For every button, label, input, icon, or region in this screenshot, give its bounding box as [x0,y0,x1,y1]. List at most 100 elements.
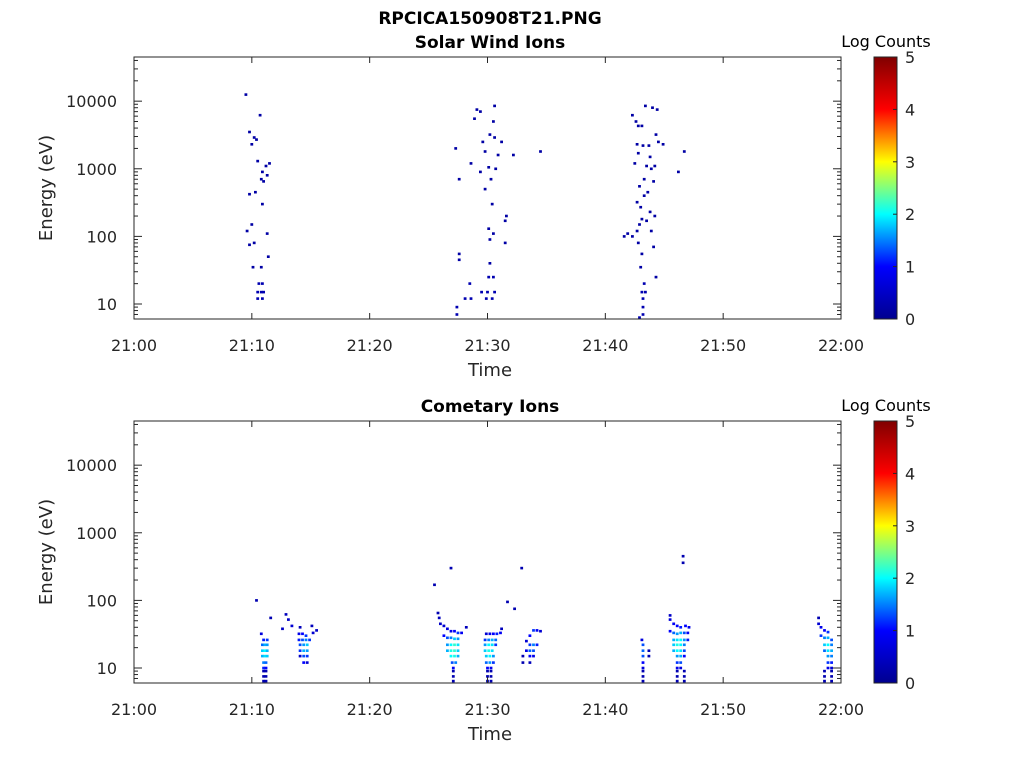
heatmap-cell [639,265,643,269]
heatmap-cell [682,669,686,673]
heatmap-cell [532,649,535,652]
heatmap-cell [464,626,468,629]
heatmap-cell [679,631,683,635]
heatmap-cell [287,618,290,621]
heatmap-cell [675,661,679,664]
heatmap-cell [265,232,269,235]
heatmap-cell [453,654,456,658]
heatmap-cell [266,255,270,258]
heatmap-cell [494,167,498,171]
heatmap-cell [490,638,494,642]
heatmap-cell [830,679,833,683]
panel-title: Solar Wind Ions [415,33,566,53]
heatmap-cell [679,643,683,647]
heatmap-cell [310,624,314,628]
heatmap-cell [456,649,460,652]
x-tick-label: 21:00 [111,336,157,355]
heatmap-cell [505,214,508,218]
heatmap-cell [819,634,823,637]
heatmap-cell [486,290,489,294]
heatmap-cell [255,138,258,141]
heatmap-cell [682,150,686,153]
heatmap-cell [479,110,482,113]
heatmap-cell [297,632,301,636]
heatmap-cell [262,661,265,664]
heatmap-cell [631,235,634,238]
heatmap-cell [490,643,494,647]
heatmap-cell [262,675,265,678]
heatmap-cell [645,219,648,223]
heatmap-cell [679,638,683,642]
heatmap-cell [492,654,495,658]
heatmap-cell [492,232,495,235]
heatmap-cell [261,282,264,285]
heatmap-cell [513,607,516,611]
heatmap-cell [503,241,507,245]
heatmap-cell [495,632,499,636]
heatmap-cell [301,632,304,636]
heatmap-cell [265,638,269,642]
heatmap-cell [488,238,492,241]
y-tick-label: 1000 [76,524,117,543]
heatmap-cell [483,643,487,647]
heatmap-cell [635,143,639,146]
colorbar-bar [873,420,898,684]
heatmap-cell [255,599,258,602]
heatmap-cell [675,666,679,670]
heatmap-cell [652,180,655,183]
heatmap-cell [483,187,487,191]
x-tick-label: 21:10 [229,700,275,719]
heatmap-cell [492,632,495,636]
heatmap-cell [269,616,273,620]
heatmap-cell [264,666,268,670]
heatmap-cell [661,143,665,146]
heatmap-cell [823,629,826,632]
heatmap-cell [250,143,254,146]
heatmap-cell [261,654,264,658]
heatmap-cell [682,675,686,678]
heatmap-cell [475,108,479,111]
heatmap-cell [305,661,309,664]
heatmap-cell [490,649,494,652]
x-tick-label: 21:20 [347,336,393,355]
heatmap-cell [449,649,453,652]
heatmap-cell [641,305,645,309]
heatmap-cell [484,661,488,664]
heatmap-cell [641,661,645,664]
heatmap-cell [298,626,302,629]
heatmap-cell [433,583,436,587]
heatmap-cell [456,643,460,647]
heatmap-cell [640,290,644,294]
heatmap-cell [442,634,446,637]
heatmap-cell [469,162,473,165]
heatmap-cell [262,290,265,294]
heatmap-cell [251,265,255,269]
heatmap-cell [487,166,491,169]
heatmap-cell [250,223,254,226]
heatmap-cell [657,140,660,144]
heatmap-cell [640,638,644,642]
heatmap-cell [644,290,647,294]
heatmap-cell [817,622,820,626]
heatmap-cell [499,631,502,635]
heatmap-cell [302,643,306,647]
heatmap-cell [682,654,686,658]
colorbar: Log Counts 0 1 2 3 4 5 [841,32,931,329]
heatmap-cell [261,170,264,174]
heatmap-cell [830,675,833,678]
heatmap-cell [640,124,644,128]
x-tick-label: 22:00 [818,336,864,355]
heatmap-cell [641,666,645,670]
heatmap-cell [492,275,495,279]
heatmap-cell [682,638,686,642]
heatmap-cell [257,282,261,285]
heatmap-cell [436,611,440,615]
heatmap-cell [672,631,676,635]
heatmap-cell [641,643,645,647]
heatmap-cell [446,627,449,631]
heatmap-cell [675,638,679,642]
heatmap-cell [308,638,311,642]
heatmap-cell [651,106,654,109]
heatmap-cell [672,638,676,642]
heatmap-cell [494,643,498,647]
